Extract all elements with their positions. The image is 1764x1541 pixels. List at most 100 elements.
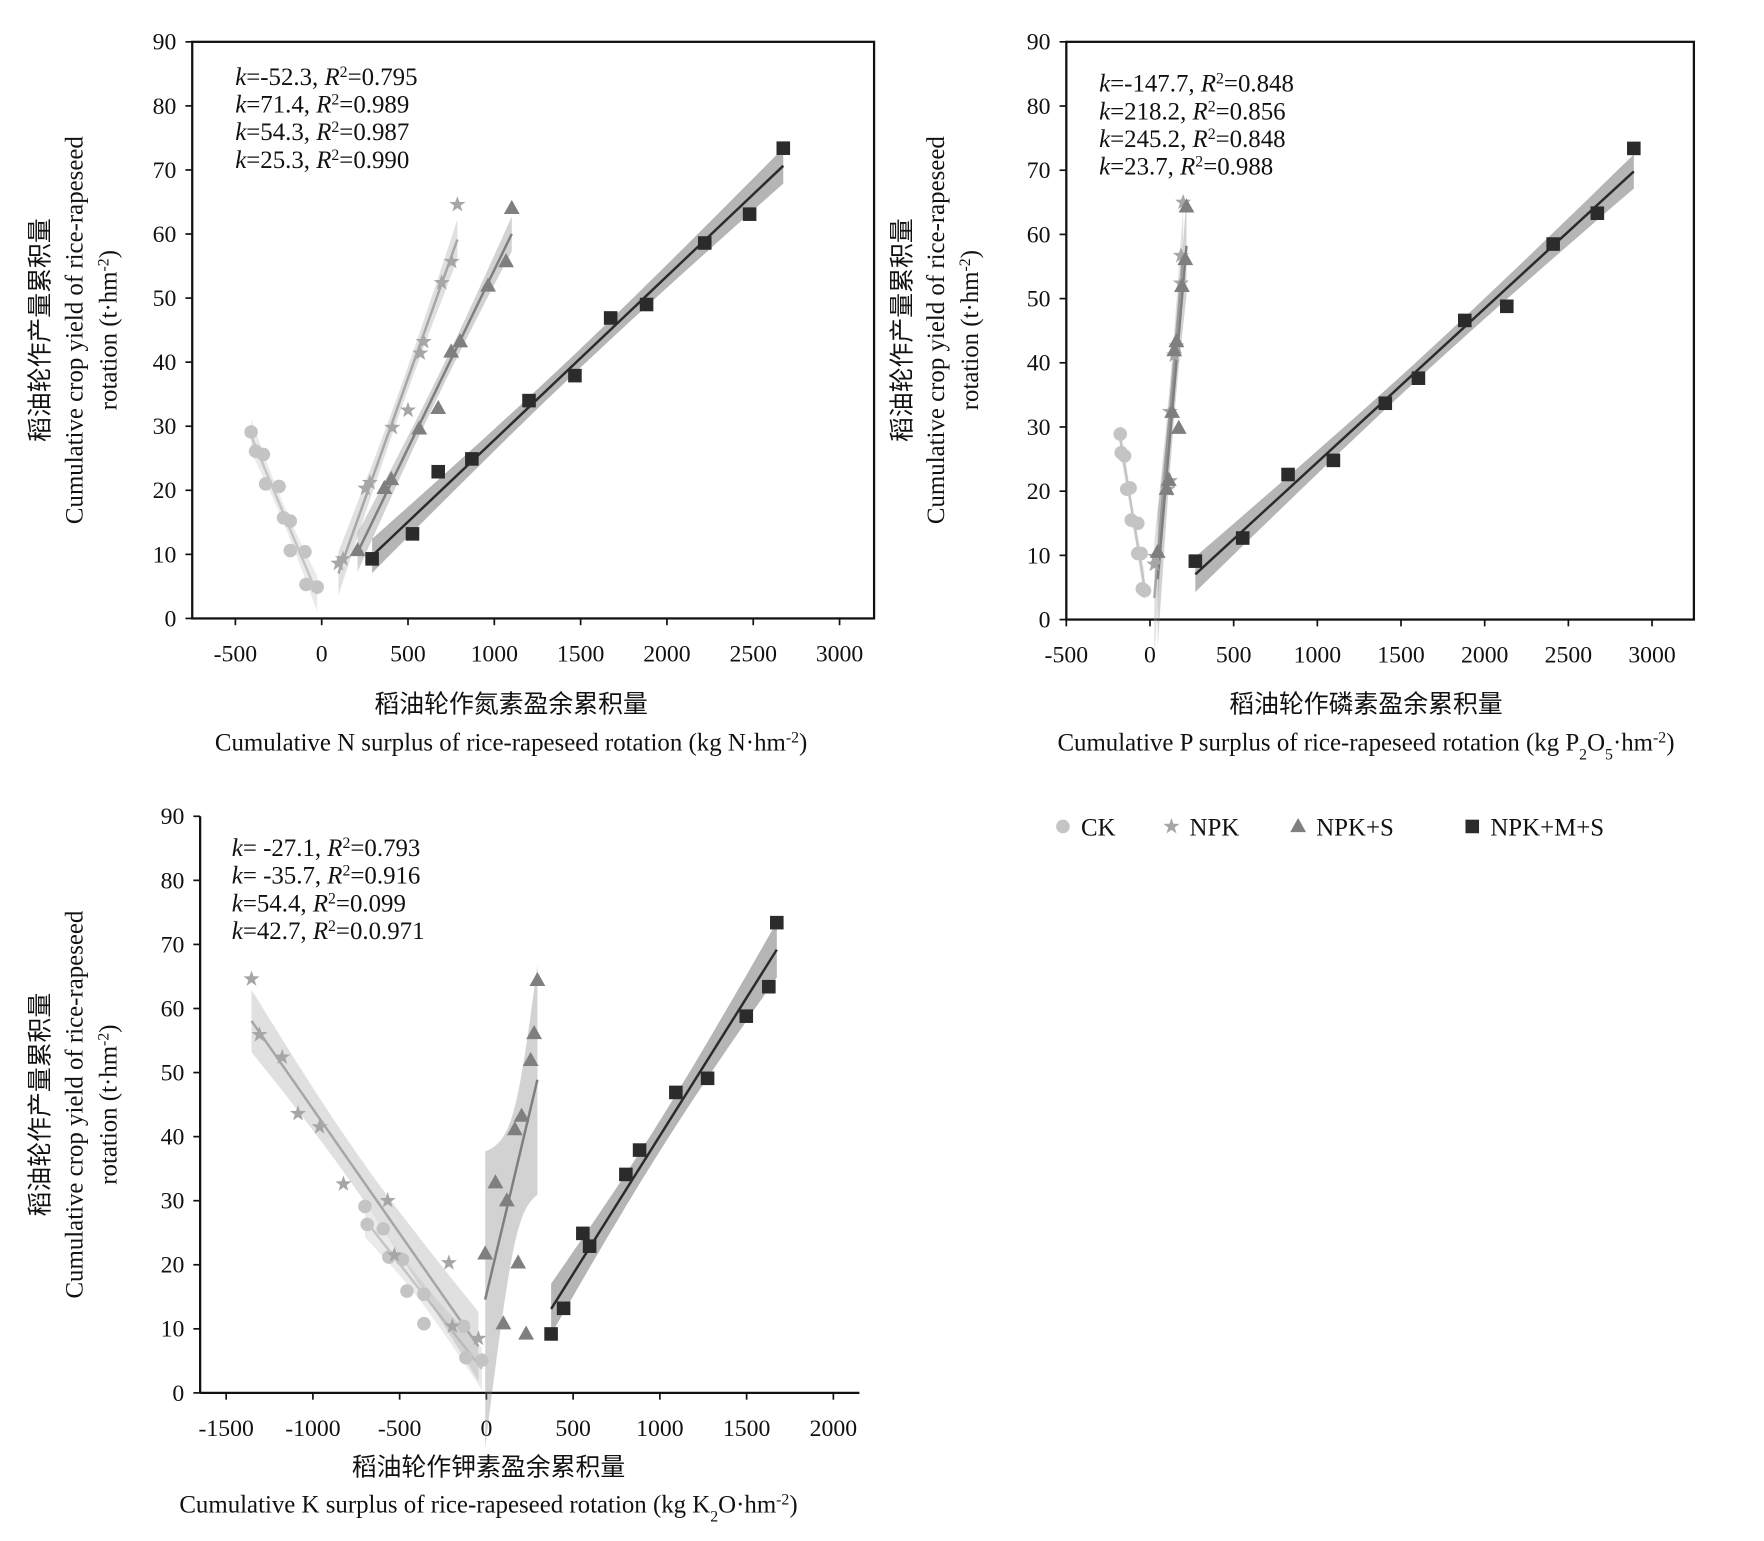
point [1158, 480, 1175, 495]
x-axis-label: 稻油轮作钾素盈余累积量 [352, 1453, 625, 1481]
point [498, 253, 514, 268]
text-part: =54.3, [246, 119, 316, 146]
y-tick-label: 50 [161, 1060, 185, 1086]
text-part: 稻油轮作磷素盈余累积量 [1229, 690, 1502, 718]
point [513, 1107, 530, 1122]
text-part: =0.990 [339, 147, 409, 174]
text-part: k [235, 147, 247, 174]
y-tick-label: 10 [153, 542, 177, 568]
point [456, 1319, 471, 1334]
annotation: k=54.4, R2=0.099 [232, 890, 406, 917]
text-part: 2 [1216, 70, 1224, 87]
legend-marker [1163, 817, 1180, 834]
x-tick-label: 0 [316, 641, 328, 667]
point [433, 274, 450, 290]
point [379, 1192, 396, 1208]
text-part: 2 [331, 146, 339, 163]
text-part: =0.989 [339, 91, 409, 118]
chart-panel: 0 10 20 30 40 50 60 70 80 90 -500 0 500 1000 1500 2000 2… [888, 30, 1696, 842]
legend-marker [1290, 817, 1307, 833]
text-part: k [1099, 126, 1111, 153]
point [475, 1353, 489, 1368]
point [251, 1026, 268, 1042]
y-tick-label: 70 [1027, 158, 1051, 184]
y-tick-label: 60 [1027, 222, 1051, 248]
point [1188, 554, 1203, 568]
text-part: k [1099, 71, 1111, 98]
y-axis-label: rotation (t·hm-2) [957, 250, 985, 410]
y-axis-label: 稻油轮作产量累积量 [27, 218, 55, 442]
x-axis-label: Cumulative N surplus of rice-rapeseed ro… [215, 729, 807, 756]
point [430, 399, 447, 414]
annotation: k=245.2, R2=0.848 [1099, 125, 1286, 152]
annotation: k= -35.7, R2=0.916 [232, 862, 421, 889]
y-tick-label: 80 [1027, 94, 1051, 120]
point [400, 1284, 414, 1298]
text-part: ) [95, 250, 122, 258]
text-part: =71.4, [246, 91, 316, 118]
trend-line [250, 1020, 480, 1348]
point [776, 141, 791, 155]
y-tick-label: 0 [172, 1381, 184, 1407]
text-part: ) [1666, 730, 1674, 757]
y-tick-label: 30 [161, 1189, 185, 1215]
x-tick-label: 1000 [471, 641, 518, 667]
point [443, 343, 460, 358]
point [411, 420, 428, 435]
text-part: R [1200, 71, 1216, 98]
text-part: =42.7, [243, 918, 313, 945]
x-axis-label: 稻油轮作磷素盈余累积量 [1229, 690, 1502, 718]
point [1177, 250, 1194, 266]
y-axis-label: 稻油轮作产量累积量 [888, 218, 916, 442]
text-part: -2 [95, 1033, 112, 1046]
text-part: R [326, 835, 342, 862]
text-part: 2 [1579, 746, 1587, 763]
y-axis-label: Cumulative crop yield of rice-rapeseed [923, 136, 950, 524]
point [529, 971, 546, 986]
text-part: =25.3, [246, 147, 316, 174]
text-part: =0.987 [339, 119, 409, 146]
legend-label: NPK [1190, 815, 1240, 842]
point [449, 196, 466, 212]
point [358, 1199, 372, 1214]
x-tick-label: 1000 [636, 1416, 683, 1442]
trend-line [371, 164, 785, 557]
text-part: R [326, 863, 342, 890]
point [365, 552, 379, 566]
text-part: R [1179, 154, 1195, 181]
point [632, 1143, 647, 1157]
text-part: -2 [786, 729, 799, 746]
text-part: =0.848 [1216, 126, 1286, 153]
x-tick-label: 500 [1216, 643, 1252, 669]
point [1500, 299, 1514, 314]
point [1627, 141, 1641, 156]
point [335, 1175, 352, 1191]
point [1113, 427, 1127, 441]
point [770, 915, 784, 930]
y-tick-label: 90 [1027, 30, 1051, 56]
legend-label: NPK+M+S [1490, 815, 1604, 842]
text-part: =23.7, [1110, 154, 1180, 181]
point [1175, 193, 1192, 210]
point [283, 543, 298, 558]
text-part: R [315, 119, 331, 146]
point [417, 1287, 431, 1302]
annotation: k=-147.7, R2=0.848 [1099, 70, 1294, 97]
point [480, 277, 497, 292]
point [256, 447, 271, 462]
point [510, 1254, 527, 1269]
text-part: =0.848 [1224, 71, 1294, 98]
point [311, 1118, 328, 1134]
text-part: R [1192, 126, 1208, 153]
x-tick-label: 500 [390, 641, 426, 667]
point [1134, 546, 1148, 561]
point [465, 452, 479, 466]
text-part: 稻油轮作氮素盈余累积量 [374, 690, 647, 718]
text-part: 稻油轮作钾素盈余累积量 [352, 1453, 625, 1481]
point [310, 580, 324, 594]
point [360, 1217, 374, 1232]
text-part: Cumulative crop yield of rice-rapeseed [923, 136, 950, 524]
text-part: =0.916 [350, 863, 420, 890]
annotation: k=23.7, R2=0.988 [1099, 153, 1273, 180]
point [334, 550, 351, 566]
